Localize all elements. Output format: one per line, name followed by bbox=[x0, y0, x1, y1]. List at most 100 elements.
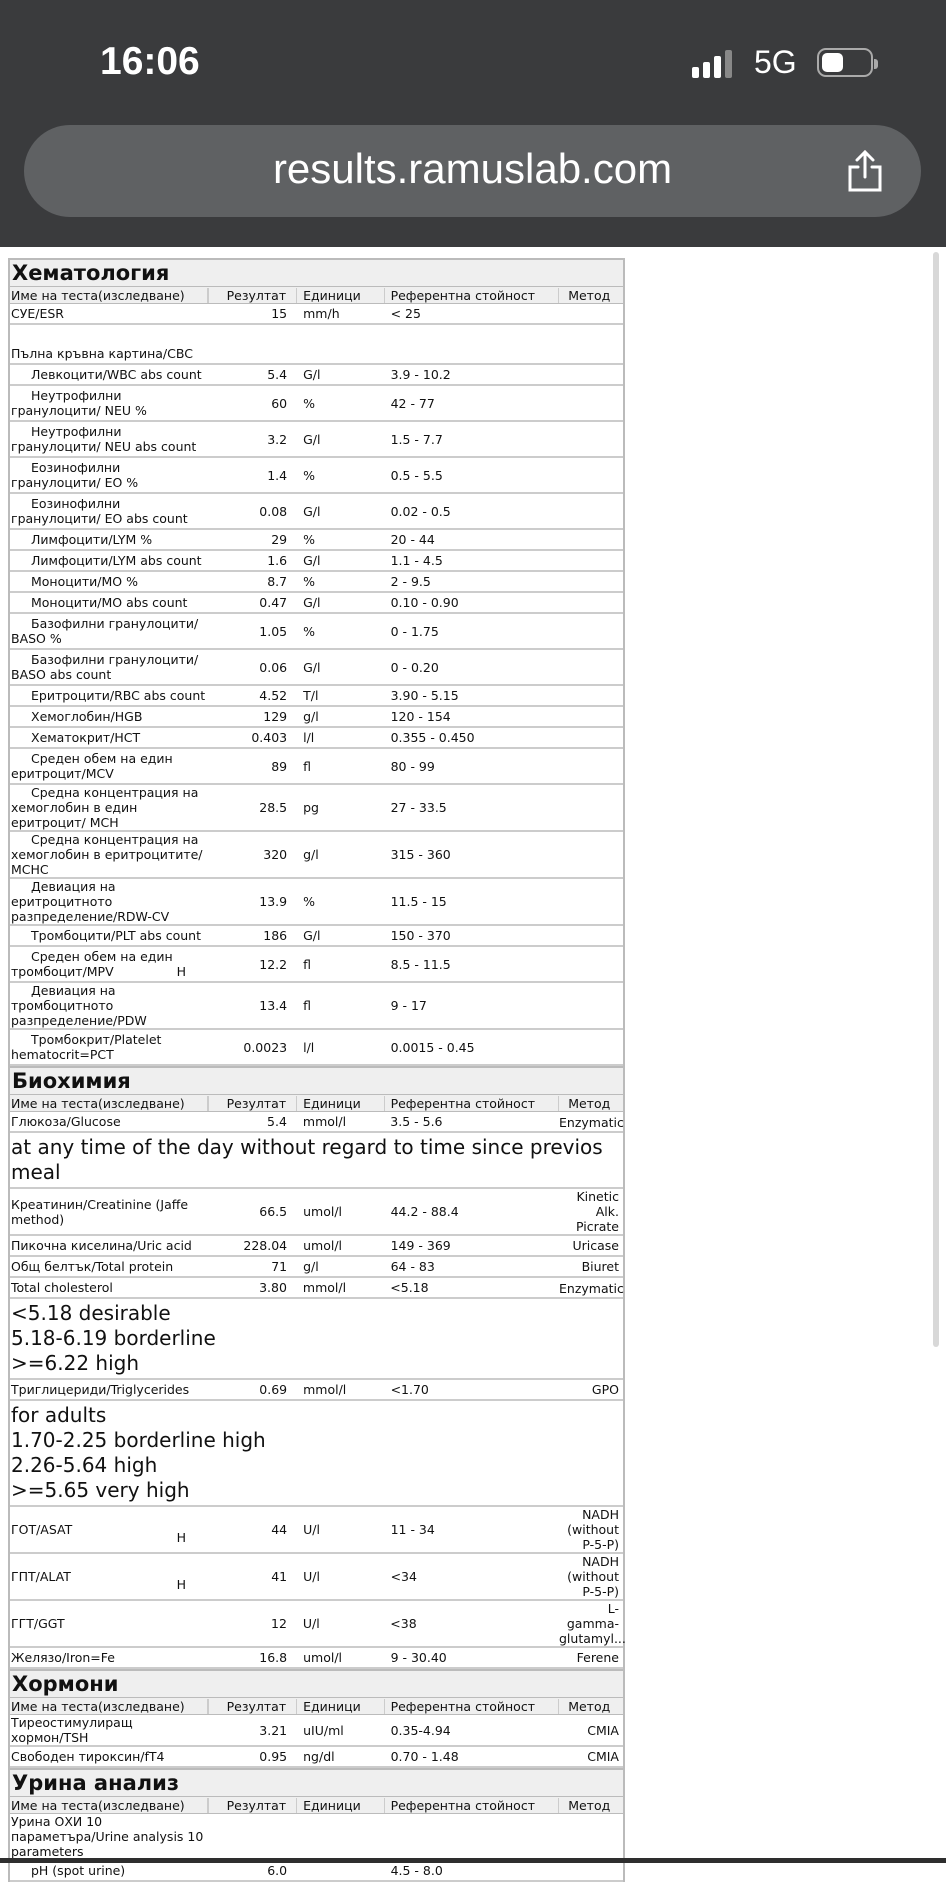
reference-range: 4.5 - 8.0 bbox=[390, 1863, 443, 1878]
unit: umol/l bbox=[303, 1204, 343, 1219]
column-header-row: Име на теста(изследване) Резултат Единици Р… bbox=[10, 1095, 623, 1112]
url-text[interactable]: results.ramuslab.com bbox=[272, 145, 673, 192]
unit: % bbox=[303, 532, 316, 547]
result-value: 15 bbox=[271, 306, 288, 321]
result-value: 1.4 bbox=[267, 467, 288, 483]
method: NADH (without P-5-P) bbox=[567, 1554, 619, 1599]
method: L-gamma-glutamyl... bbox=[559, 1601, 626, 1646]
test-name: Тромбоцити/PLT abs count bbox=[31, 928, 201, 943]
unit: l/l bbox=[303, 1039, 315, 1055]
test-name: Пълна кръвна картина/CBC bbox=[11, 346, 193, 361]
table-row: Желязо/Iron=Fe 16.8 umol/l 9 - 30.40 Ferene bbox=[10, 1648, 623, 1669]
test-name: Среден обем на един тромбоцит/MPV bbox=[11, 949, 173, 979]
high-flag: H bbox=[176, 1576, 187, 1592]
note-line: for adults bbox=[11, 1403, 107, 1427]
section-1: Биохимия Име на теста(изследване) Резултат… bbox=[8, 1066, 626, 1669]
table-row: Неутрофилни гранулоцити/ NEU abs count 3.… bbox=[10, 422, 623, 458]
section-title: Хематология bbox=[10, 260, 623, 287]
test-name: Свободен тироксин/fT4 bbox=[11, 1749, 165, 1764]
method: CMIA bbox=[587, 1749, 619, 1764]
result-value: 3.2 bbox=[267, 431, 288, 447]
column-header-name: Име на теста(изследване) bbox=[10, 1095, 209, 1111]
high-flag: H bbox=[176, 1529, 187, 1545]
reference-range: 9 - 30.40 bbox=[390, 1650, 447, 1665]
test-name: Еозинофилни гранулоцити/ EO % bbox=[11, 460, 139, 490]
unit: l/l bbox=[303, 730, 315, 745]
status-and-address-area: 16:06 5G results.ramuslab.com bbox=[0, 0, 946, 247]
unit: U/l bbox=[302, 1616, 320, 1631]
table-row: Глюкоза/Glucose 5.4 mmol/l 3.5 - 5.6 Enzymat… bbox=[10, 1112, 624, 1133]
reference-range: 27 - 33.5 bbox=[390, 800, 447, 815]
unit: G/l bbox=[303, 595, 321, 610]
column-header-units: Единици bbox=[297, 1698, 385, 1714]
unit: G/l bbox=[303, 659, 321, 675]
column-header-ref: Референтна стойност bbox=[385, 1797, 560, 1813]
test-name: Девиация на еритроцитното разпределение/… bbox=[11, 879, 170, 924]
table-row: Средна концентрация на хемоглобин в един… bbox=[10, 785, 623, 832]
test-name: Девиация на тромбоцитното разпределение/… bbox=[11, 983, 147, 1028]
result-value: 4.52 bbox=[259, 688, 288, 703]
column-header-units: Единици bbox=[297, 287, 385, 303]
reference-range: 44.2 - 88.4 bbox=[390, 1204, 459, 1219]
unit: % bbox=[303, 623, 316, 639]
result-value: 13.9 bbox=[259, 894, 288, 909]
table-row: Еозинофилни гранулоцити/ EO % 1.4% 0.5 - 5… bbox=[10, 458, 623, 494]
unit: mmol/l bbox=[302, 1114, 347, 1129]
share-icon[interactable] bbox=[845, 149, 885, 193]
scrollbar[interactable] bbox=[933, 252, 939, 1347]
table-row: Базофилни гранулоцити/ BASO % 1.05% 0 - 1.… bbox=[10, 614, 623, 650]
result-value: 5.4 bbox=[267, 1114, 287, 1129]
result-value: 320 bbox=[263, 847, 288, 862]
test-name: Общ белтък/Total protein bbox=[11, 1259, 174, 1274]
result-value: 129 bbox=[263, 709, 288, 724]
table-row: Левкоцити/WBC abs count 5.4 G/l 3.9 - 10.2 bbox=[10, 365, 623, 386]
table-row: pH (spot urine) 6.0 4.5 - 8.0 bbox=[10, 1861, 623, 1882]
test-name: Глюкоза/Glucose bbox=[11, 1114, 121, 1129]
section-title: Хормони bbox=[10, 1671, 623, 1698]
test-name: Лимфоцити/LYM abs count bbox=[31, 553, 202, 568]
method: Enzymatic bbox=[559, 1115, 624, 1130]
note-line: <5.18 desirable bbox=[11, 1301, 171, 1325]
method: GPO bbox=[591, 1382, 619, 1397]
column-header-ref: Референтна стойност bbox=[385, 1095, 560, 1111]
section-3: Урина анализ Име на теста(изследване) Резу… bbox=[8, 1768, 625, 1882]
table-row: Еритроцити/RBC abs count 4.52 T/l 3.90 - 5.… bbox=[10, 686, 623, 707]
group-row: Пълна кръвна картина/CBC bbox=[10, 325, 623, 365]
reference-range: 120 - 154 bbox=[390, 709, 451, 724]
unit: G/l bbox=[303, 928, 321, 943]
table-row: ГГТ/GGT 12 U/l <38 L-gamma-glutamyl... bbox=[10, 1601, 626, 1648]
address-bar[interactable]: results.ramuslab.com bbox=[24, 125, 921, 217]
network-type: 5G bbox=[754, 44, 797, 80]
column-header-units: Единици bbox=[297, 1797, 385, 1813]
method: Uricase bbox=[572, 1238, 620, 1253]
unit: U/l bbox=[303, 1522, 320, 1537]
method: Biuret bbox=[581, 1259, 619, 1274]
high-flag: H bbox=[176, 964, 187, 979]
result-value: 3.80 bbox=[259, 1280, 287, 1295]
unit: G/l bbox=[303, 431, 321, 447]
test-name: Пикочна киселина/Uric acid bbox=[11, 1238, 192, 1253]
test-name: Тиреостимулиращ хормон/TSH bbox=[11, 1715, 133, 1745]
reference-range: 0.35-4.94 bbox=[390, 1722, 451, 1738]
unit: % bbox=[303, 467, 316, 483]
result-value: 5.4 bbox=[267, 367, 288, 382]
reference-range: 42 - 77 bbox=[390, 395, 435, 411]
unit: G/l bbox=[303, 367, 321, 382]
column-header-ref: Референтна стойност bbox=[385, 287, 560, 303]
lab-report: Хематология Име на теста(изследване) Резул… bbox=[8, 258, 626, 1882]
table-row: Тиреостимулиращ хормон/TSH 3.21 uIU/ml 0.35… bbox=[10, 1715, 623, 1747]
table-row: Хематокрит/HCT 0.403 l/l 0.355 - 0.450 bbox=[10, 728, 623, 749]
table-row: Общ белтък/Total protein 71 g/l 64 - 83 Biur… bbox=[10, 1257, 623, 1278]
unit: uIU/ml bbox=[303, 1722, 344, 1738]
test-name: Неутрофилни гранулоцити/ NEU % bbox=[11, 388, 147, 418]
table-row: Девиация на тромбоцитното разпределение/… bbox=[10, 983, 623, 1030]
test-name: ГОТ/ASAT bbox=[11, 1522, 73, 1537]
test-name: Креатинин/Creatinine (Jaffe method) bbox=[11, 1196, 189, 1227]
unit: % bbox=[303, 395, 316, 411]
table-row: Лимфоцити/LYM abs count 1.6 G/l 1.1 - 4.5 bbox=[10, 551, 623, 572]
table-row: Триглицериди/Triglycerides 0.69 mmol/l <1.7… bbox=[10, 1380, 623, 1401]
table-row: Среден обем на един тромбоцит/MPV H 12.2 fl… bbox=[10, 947, 623, 983]
method: Enzymatic bbox=[559, 1281, 624, 1296]
table-row: Пикочна киселина/Uric acid 228.04 umol/l 14… bbox=[10, 1236, 623, 1257]
column-header-result: Резултат bbox=[209, 1797, 298, 1813]
